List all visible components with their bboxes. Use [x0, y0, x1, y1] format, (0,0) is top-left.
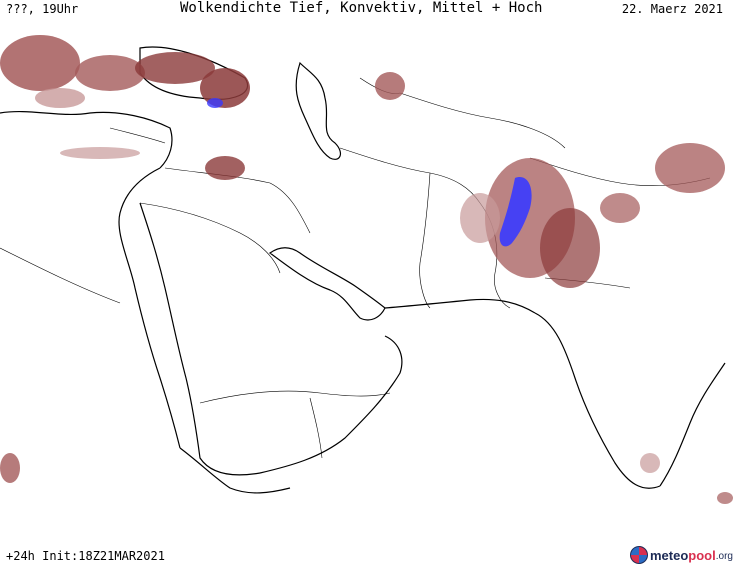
cloud-patch [205, 156, 245, 180]
logo-part-1: meteo [650, 547, 689, 563]
logo-part-2: pool [688, 547, 716, 563]
cloud-patch [200, 68, 250, 108]
cloud-patches [0, 35, 733, 504]
forecast-time-label: ???, 19Uhr [6, 2, 79, 16]
cloud-patch [540, 208, 600, 288]
meteopool-logo[interactable]: meteo pool .org [630, 545, 733, 565]
cloud-patch [0, 35, 80, 91]
logo-part-3: .org [715, 551, 733, 562]
cloud-patch [655, 143, 725, 193]
model-run-label: +24h Init:18Z21MAR2021 [6, 549, 165, 563]
cloud-patch [0, 453, 20, 483]
coastlines [0, 46, 726, 494]
cloud-patch [135, 52, 215, 84]
map-title: Wolkendichte Tief, Konvektiv, Mittel + H… [180, 0, 543, 16]
cloud-patch [460, 193, 500, 243]
cloud-patch [60, 147, 140, 159]
cloud-patch [75, 55, 145, 91]
cloud-patch [640, 453, 660, 473]
cloud-patch [717, 492, 733, 504]
borders [0, 77, 711, 459]
globe-icon [630, 546, 648, 564]
dense-cloud-core [499, 177, 532, 247]
cloud-patch [375, 72, 405, 100]
cloud-patch [35, 88, 85, 108]
dense-cloud-core [207, 98, 223, 108]
cloud-density-map [0, 35, 733, 504]
cloud-patch [600, 193, 640, 223]
forecast-date: 22. Maerz 2021 [621, 2, 723, 16]
